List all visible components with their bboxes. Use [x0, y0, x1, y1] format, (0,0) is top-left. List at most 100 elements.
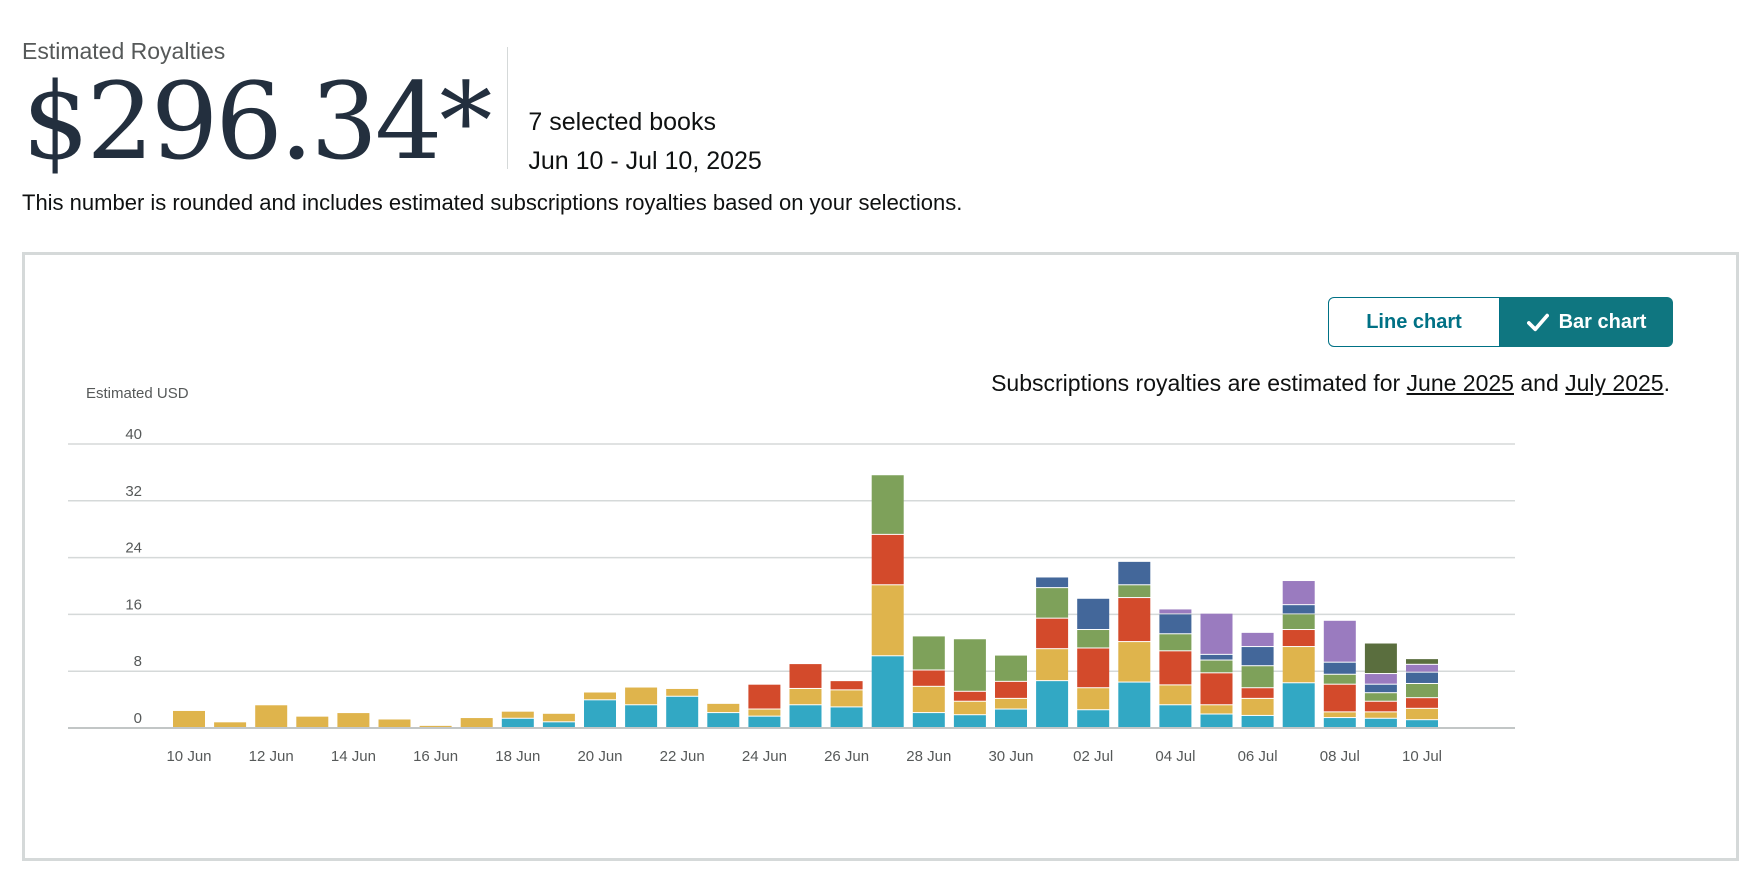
bar-segment[interactable] [995, 709, 1027, 727]
bar-segment[interactable] [501, 718, 534, 727]
july-2025-link[interactable]: July 2025 [1565, 370, 1664, 396]
bar-segment[interactable] [1118, 642, 1151, 682]
bar-segment[interactable] [830, 707, 863, 727]
bar-segment[interactable] [1036, 588, 1069, 618]
bar-segment[interactable] [1406, 664, 1438, 672]
bar-segment[interactable] [871, 475, 904, 534]
bar-segment[interactable] [1077, 598, 1110, 630]
bar-segment[interactable] [1077, 630, 1110, 648]
bar-segment[interactable] [1323, 718, 1356, 727]
bar-segment[interactable] [1241, 698, 1274, 715]
bar-segment[interactable] [1364, 693, 1397, 701]
bar-segment[interactable] [1200, 613, 1233, 654]
bar-segment[interactable] [1406, 659, 1438, 664]
bar-segment[interactable] [1159, 705, 1192, 727]
bar-segment[interactable] [625, 687, 658, 705]
bar-segment[interactable] [912, 713, 945, 727]
bar-segment[interactable] [1406, 683, 1438, 698]
bar-segment[interactable] [501, 711, 534, 718]
bar-segment[interactable] [1159, 634, 1192, 651]
bar-segment[interactable] [460, 718, 493, 727]
bar-segment[interactable] [1406, 708, 1438, 720]
bar-segment[interactable] [1159, 609, 1192, 614]
bar-segment[interactable] [1200, 673, 1233, 705]
bar-segment[interactable] [871, 534, 904, 585]
bar-segment[interactable] [378, 719, 411, 727]
bar-segment[interactable] [1282, 683, 1315, 727]
bar-segment[interactable] [1406, 672, 1438, 683]
bar-segment[interactable] [1282, 605, 1315, 614]
bar-segment[interactable] [1282, 581, 1315, 605]
bar-segment[interactable] [871, 585, 904, 656]
bar-segment[interactable] [173, 710, 205, 727]
bar-segment[interactable] [296, 716, 329, 727]
bar-segment[interactable] [1118, 585, 1151, 598]
bar-segment[interactable] [830, 681, 863, 690]
bar-segment[interactable] [1200, 705, 1233, 714]
bar-segment[interactable] [1118, 561, 1151, 585]
bar-segment[interactable] [1118, 682, 1151, 727]
bar-segment[interactable] [1241, 666, 1274, 688]
bar-segment[interactable] [1364, 684, 1397, 693]
bar-segment[interactable] [1241, 688, 1274, 698]
bar-segment[interactable] [1200, 714, 1233, 727]
bar-segment[interactable] [584, 700, 616, 727]
bar-segment[interactable] [995, 655, 1027, 681]
bar-segment[interactable] [1036, 649, 1069, 681]
bar-segment[interactable] [214, 722, 247, 727]
bar-segment[interactable] [419, 725, 452, 727]
bar-segment[interactable] [748, 716, 781, 727]
bar-segment[interactable] [1364, 718, 1397, 727]
bar-segment[interactable] [1036, 577, 1069, 588]
bar-segment[interactable] [1282, 647, 1315, 683]
bar-segment[interactable] [1200, 660, 1233, 673]
bar-segment[interactable] [1323, 662, 1356, 674]
bar-segment[interactable] [953, 715, 986, 727]
bar-segment[interactable] [1406, 698, 1438, 708]
bar-segment[interactable] [1077, 710, 1110, 727]
bar-segment[interactable] [953, 639, 986, 691]
bar-segment[interactable] [789, 688, 822, 705]
bar-segment[interactable] [1323, 684, 1356, 712]
bar-segment[interactable] [1364, 643, 1397, 674]
bar-segment[interactable] [1036, 618, 1069, 649]
bar-segment[interactable] [789, 705, 822, 727]
bar-segment[interactable] [1282, 630, 1315, 647]
bar-segment[interactable] [1159, 685, 1192, 705]
bar-segment[interactable] [1159, 614, 1192, 634]
bar-segment[interactable] [912, 686, 945, 713]
bar-chart-button[interactable]: Bar chart [1500, 297, 1673, 347]
bar-segment[interactable] [912, 670, 945, 686]
bar-segment[interactable] [1323, 674, 1356, 684]
bar-segment[interactable] [1282, 614, 1315, 630]
bar-segment[interactable] [1364, 701, 1397, 712]
bar-segment[interactable] [830, 690, 863, 707]
bar-segment[interactable] [995, 698, 1027, 709]
bar-segment[interactable] [1077, 688, 1110, 710]
line-chart-button[interactable]: Line chart [1328, 297, 1500, 347]
bar-segment[interactable] [953, 701, 986, 715]
bar-segment[interactable] [1077, 648, 1110, 688]
bar-segment[interactable] [707, 703, 740, 713]
bar-segment[interactable] [542, 722, 575, 727]
bar-segment[interactable] [337, 713, 370, 727]
bar-segment[interactable] [1323, 712, 1356, 718]
bar-segment[interactable] [1118, 598, 1151, 642]
bar-segment[interactable] [1406, 720, 1438, 727]
bar-segment[interactable] [666, 688, 699, 696]
bar-segment[interactable] [584, 692, 616, 700]
bar-segment[interactable] [871, 656, 904, 727]
bar-segment[interactable] [748, 709, 781, 716]
bar-segment[interactable] [1364, 674, 1397, 684]
bar-segment[interactable] [953, 691, 986, 701]
bar-segment[interactable] [707, 713, 740, 727]
bar-segment[interactable] [789, 664, 822, 688]
bar-segment[interactable] [255, 705, 288, 727]
bar-segment[interactable] [1241, 647, 1274, 666]
bar-segment[interactable] [748, 684, 781, 709]
bar-segment[interactable] [542, 713, 575, 722]
bar-segment[interactable] [1036, 681, 1069, 727]
june-2025-link[interactable]: June 2025 [1406, 370, 1514, 396]
bar-segment[interactable] [1241, 632, 1274, 647]
bar-segment[interactable] [995, 681, 1027, 698]
